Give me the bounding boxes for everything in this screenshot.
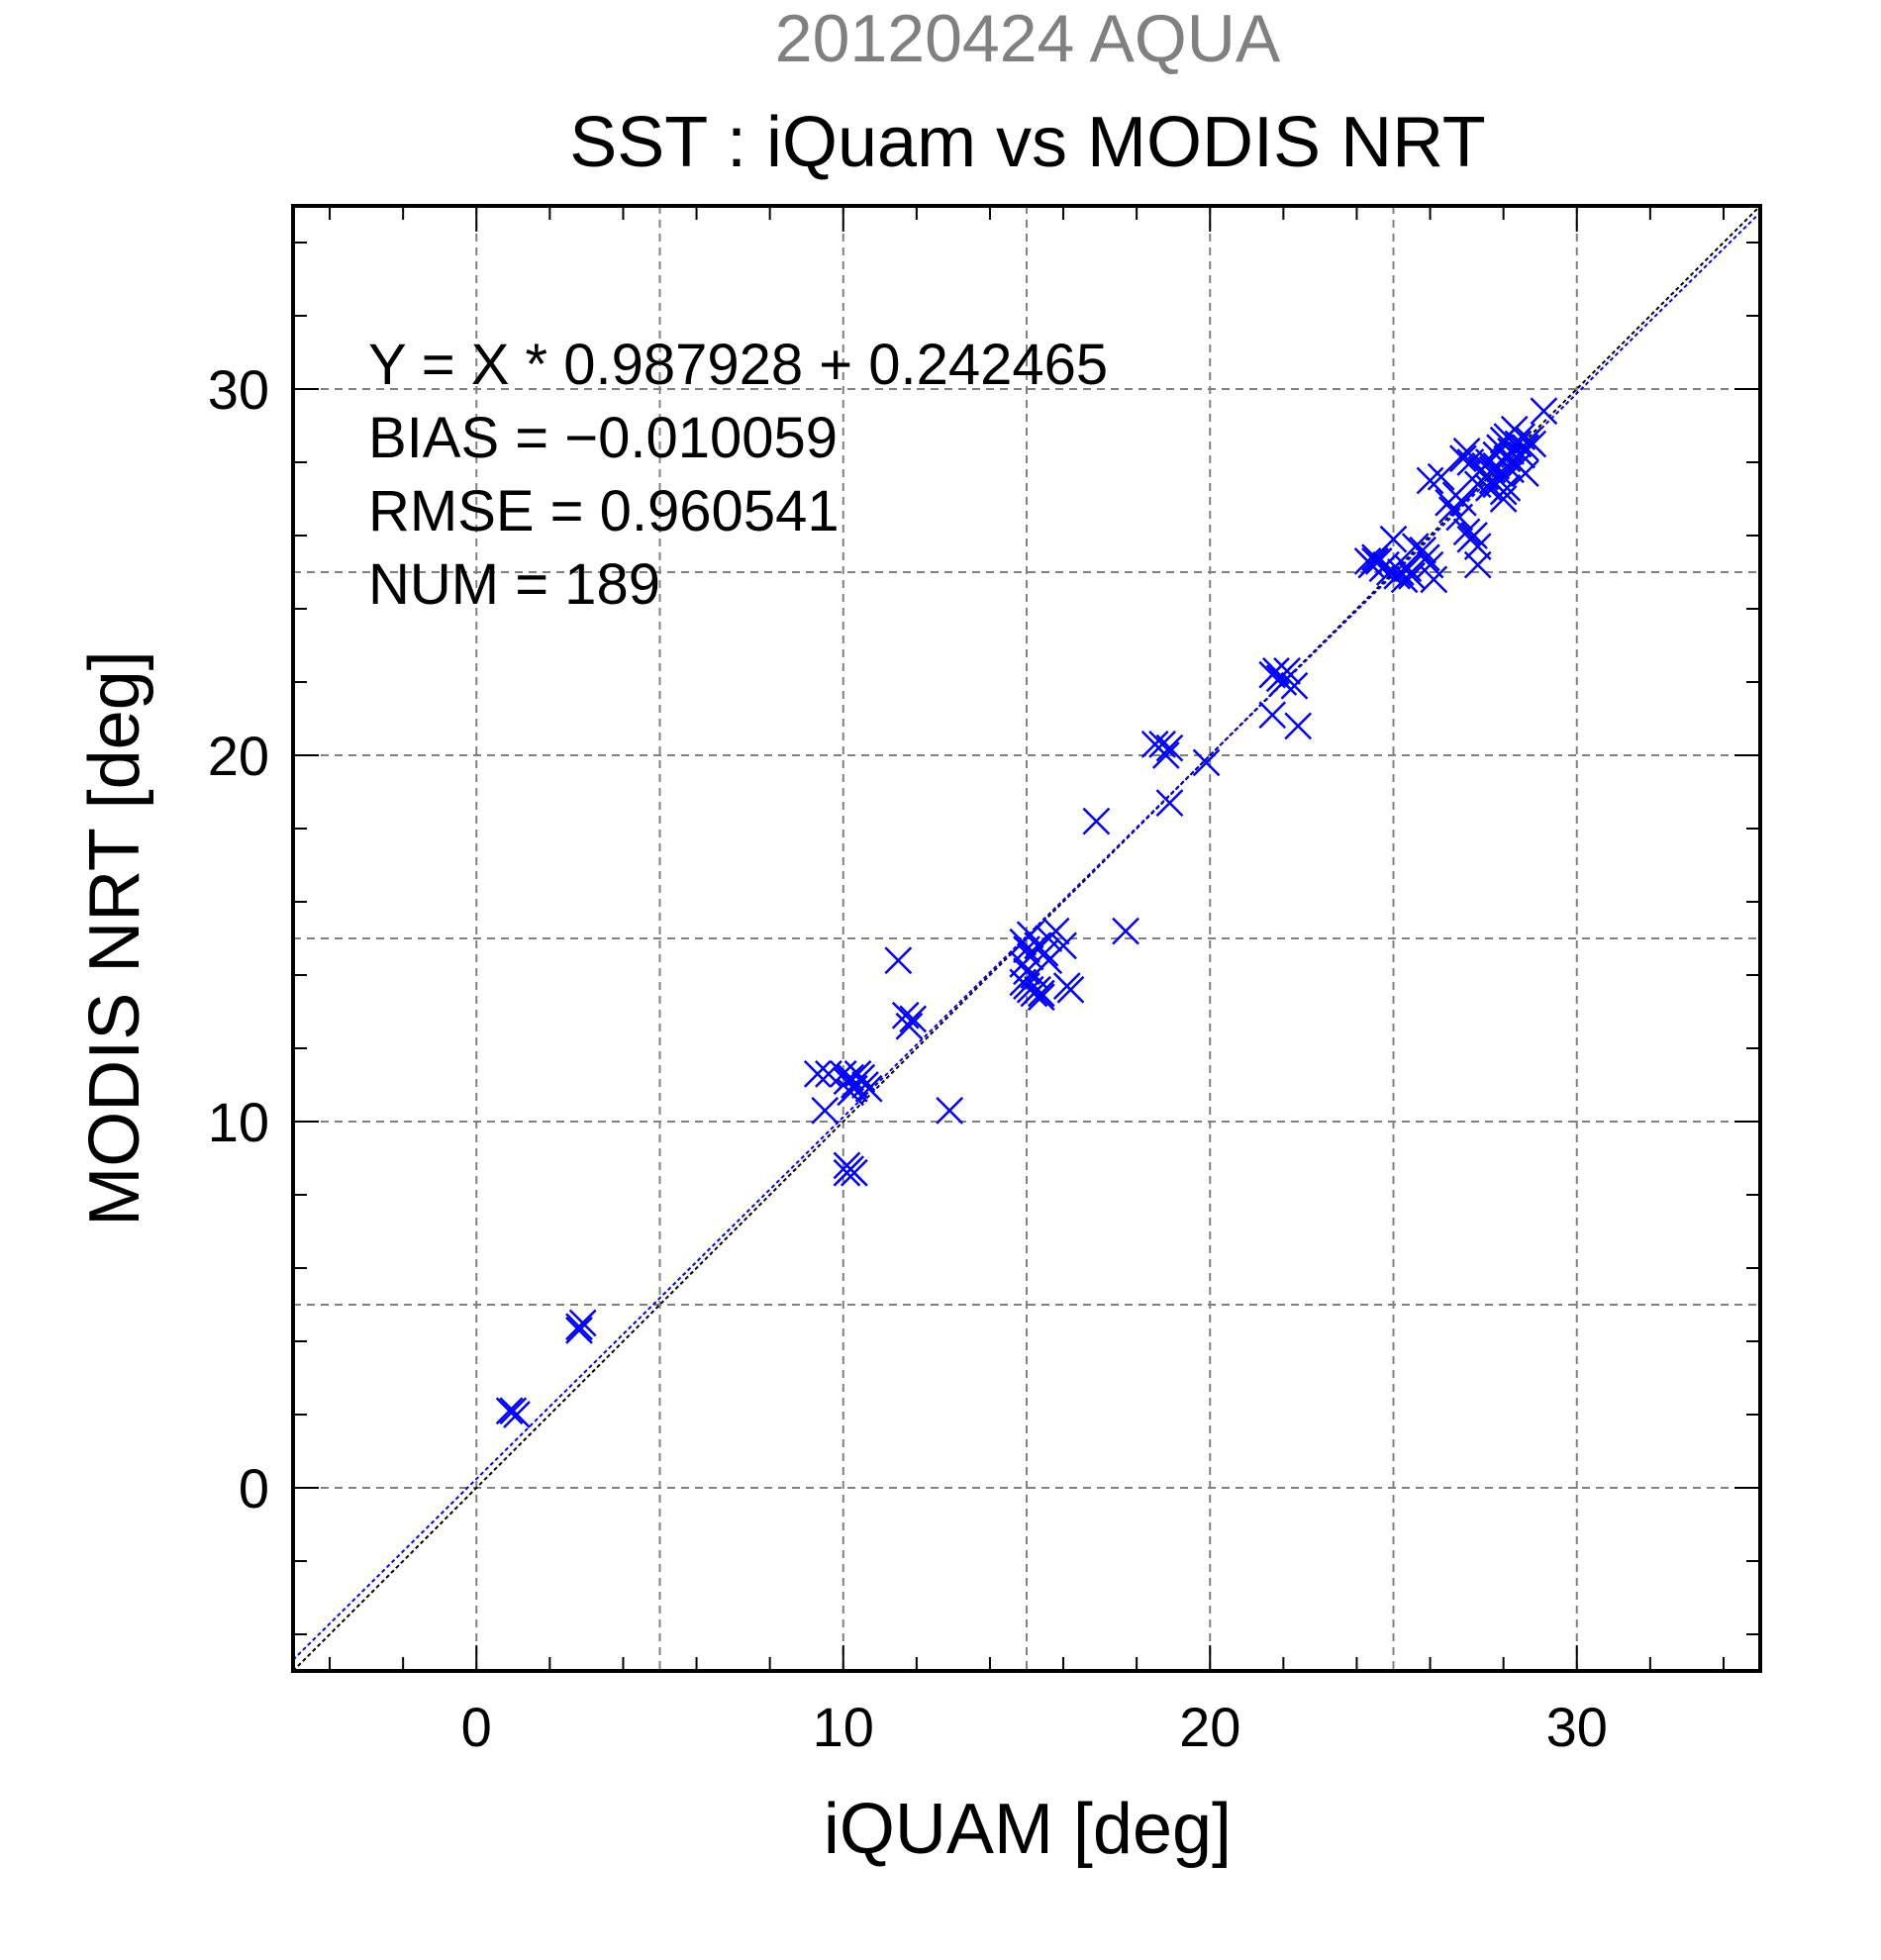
data-point <box>1269 668 1298 696</box>
data-point <box>1416 466 1444 495</box>
y-tick-label: 10 <box>208 1091 269 1153</box>
stats-block: Y = X * 0.987928 + 0.242465 BIAS = −0.01… <box>368 333 1108 617</box>
data-point <box>1027 979 1055 1008</box>
data-point <box>1155 734 1184 762</box>
data-point <box>1482 451 1511 480</box>
data-point <box>837 1063 865 1092</box>
data-point <box>1035 946 1063 975</box>
data-point <box>1379 525 1408 553</box>
y-tick-labels: 0 10 20 30 <box>208 358 269 1519</box>
y-tick-label: 0 <box>239 1457 269 1519</box>
data-point <box>1409 536 1437 564</box>
data-point <box>1412 543 1440 572</box>
minor-ticks <box>293 206 1760 1671</box>
data-point <box>1511 459 1539 487</box>
stats-count: NUM = 189 <box>368 552 660 617</box>
data-point <box>495 1397 524 1425</box>
data-point <box>1056 975 1085 1004</box>
data-point <box>1387 558 1415 586</box>
data-point <box>1390 565 1419 594</box>
data-point <box>1027 983 1055 1012</box>
data-point <box>936 1097 964 1125</box>
data-point <box>884 946 913 975</box>
data-point <box>899 1005 928 1033</box>
data-point <box>1511 434 1539 462</box>
plot-frame <box>291 204 1762 1673</box>
data-point <box>1463 550 1492 579</box>
y-axis-label: MODIS NRT [deg] <box>75 650 154 1226</box>
data-point <box>1519 430 1547 458</box>
data-points <box>495 397 1558 1428</box>
data-point <box>1016 921 1044 949</box>
grid <box>293 206 1760 1671</box>
data-point <box>895 1012 924 1040</box>
stats-rmse: RMSE = 0.960541 <box>368 479 840 543</box>
data-point <box>1449 488 1477 517</box>
data-point <box>840 1158 868 1187</box>
data-point <box>568 1309 597 1337</box>
data-point <box>1504 430 1533 458</box>
data-point <box>1148 731 1176 758</box>
data-point <box>499 1397 528 1425</box>
data-point <box>1530 397 1558 426</box>
data-point <box>1493 474 1522 502</box>
data-point <box>1489 485 1518 513</box>
x-axis-label: iQUAM [deg] <box>824 1790 1232 1869</box>
x-tick-labels: 0 10 20 30 <box>461 1696 1608 1758</box>
data-point <box>1192 748 1221 777</box>
data-point <box>1112 917 1139 945</box>
x-tick-label: 30 <box>1546 1696 1608 1758</box>
data-point <box>1041 917 1070 945</box>
data-point <box>1452 438 1481 465</box>
data-point <box>854 1074 883 1103</box>
data-point <box>1460 522 1488 549</box>
data-point <box>1486 459 1514 487</box>
data-point <box>1155 789 1184 817</box>
data-point <box>837 1078 865 1107</box>
x-tick-label: 20 <box>1179 1696 1240 1758</box>
data-point <box>1258 701 1287 730</box>
chart-title: SST : iQuam vs MODIS NRT <box>569 103 1486 182</box>
stats-fit-equation: Y = X * 0.987928 + 0.242465 <box>368 333 1108 397</box>
data-point <box>1273 657 1301 685</box>
data-point <box>833 1158 861 1187</box>
data-point <box>811 1097 840 1125</box>
data-point <box>1280 671 1309 700</box>
data-point <box>565 1317 593 1344</box>
data-point <box>1082 807 1111 835</box>
y-tick-label: 30 <box>208 358 269 421</box>
data-point <box>1449 444 1477 473</box>
data-point <box>1284 712 1313 740</box>
data-point <box>1151 741 1180 769</box>
data-point <box>891 1001 920 1029</box>
data-point <box>1427 462 1455 491</box>
data-point <box>1452 518 1481 546</box>
regression-fit-line <box>292 211 1761 1661</box>
data-point <box>803 1060 832 1088</box>
stats-bias: BIAS = −0.010059 <box>368 406 838 470</box>
chart-header: 20120424 AQUA <box>775 1 1281 76</box>
y-tick-label: 20 <box>208 725 269 787</box>
x-tick-label: 0 <box>461 1696 492 1758</box>
data-point <box>1420 565 1448 594</box>
x-tick-label: 10 <box>813 1696 874 1758</box>
